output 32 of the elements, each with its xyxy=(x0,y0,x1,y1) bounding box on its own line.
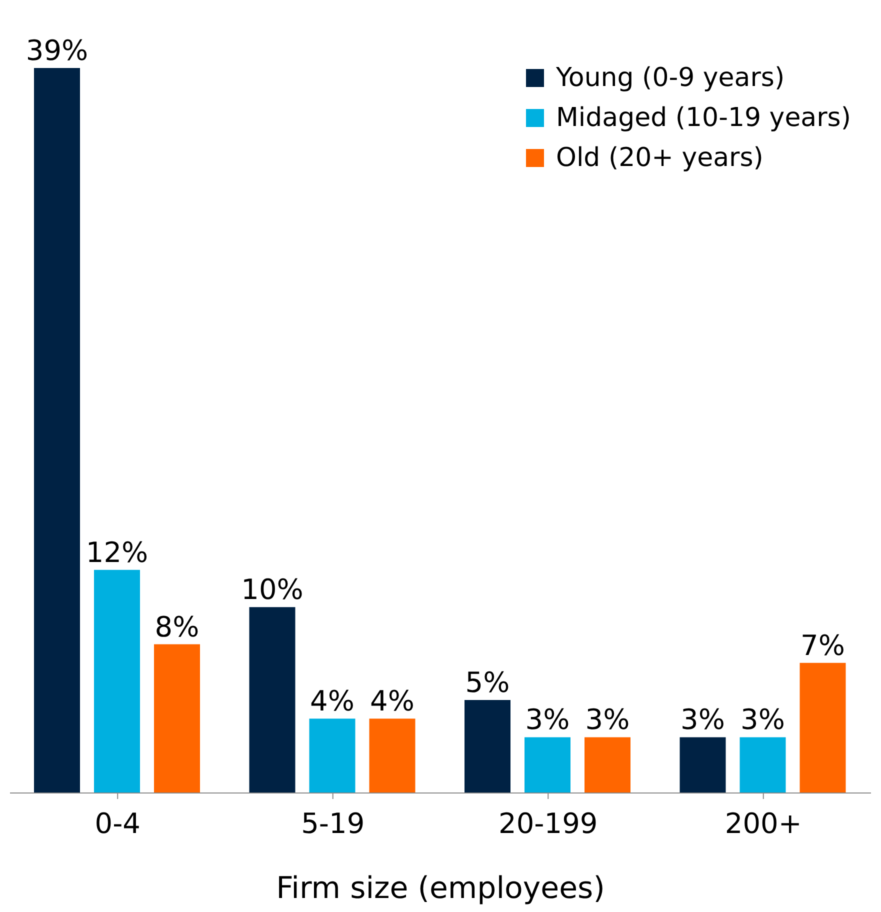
bar xyxy=(249,607,296,793)
x-tick-label: 20-199 xyxy=(498,806,598,840)
data-label: 12% xyxy=(86,536,148,569)
legend-label: Young (0-9 years) xyxy=(556,62,785,95)
bar xyxy=(369,718,416,793)
data-label: 8% xyxy=(154,610,200,644)
data-label: 4% xyxy=(370,684,414,718)
data-label: 3% xyxy=(525,703,570,736)
x-tick-label: 200+ xyxy=(724,806,802,840)
bar xyxy=(584,737,630,793)
bar xyxy=(34,68,80,793)
bar xyxy=(309,718,356,793)
data-label: 5% xyxy=(465,666,510,700)
legend-label: Old (20+ years) xyxy=(556,142,764,175)
data-label: 3% xyxy=(585,703,630,736)
bar xyxy=(800,662,846,793)
bar xyxy=(524,737,570,793)
data-label: 39% xyxy=(26,34,88,67)
legend-label: Midaged (10-19 years) xyxy=(556,102,851,135)
data-label: 4% xyxy=(310,684,354,718)
data-label: 3% xyxy=(740,703,785,736)
data-label: 3% xyxy=(680,703,725,736)
bar xyxy=(94,570,140,793)
x-axis-title: Firm size (employees) xyxy=(276,871,605,906)
data-label: 7% xyxy=(800,628,845,662)
x-tick-label: 0-4 xyxy=(94,806,140,840)
bar xyxy=(740,737,786,793)
bar xyxy=(464,700,510,793)
data-label: 10% xyxy=(241,573,304,606)
bar xyxy=(680,737,726,793)
x-tick-label: 5-19 xyxy=(301,806,365,840)
bar xyxy=(154,644,200,793)
